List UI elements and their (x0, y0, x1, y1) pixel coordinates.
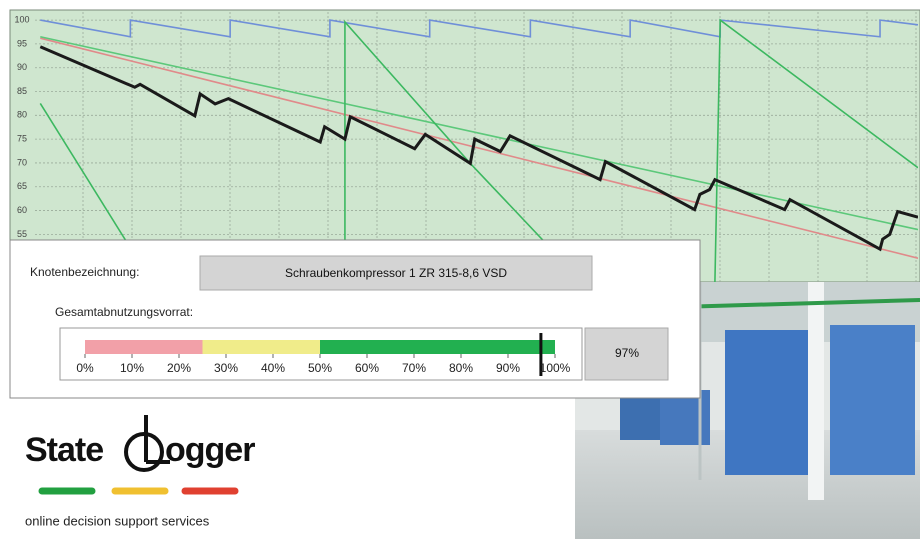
gauge-tick-label: 100% (540, 361, 571, 375)
gauge-tick-label: 50% (308, 361, 332, 375)
y-tick-label: 55 (17, 229, 27, 239)
gauge-tick-label: 10% (120, 361, 144, 375)
gauge-band (85, 340, 203, 354)
logo: State ogger online decision support serv… (10, 400, 575, 539)
y-tick-label: 80 (17, 110, 27, 120)
y-tick-label: 75 (17, 134, 27, 144)
gauge-band (320, 340, 555, 354)
y-tick-label: 65 (17, 181, 27, 191)
gauge-band (203, 340, 321, 354)
gauge-tick-label: 30% (214, 361, 238, 375)
y-tick-label: 85 (17, 86, 27, 96)
y-tick-label: 90 (17, 62, 27, 72)
gauge-tick-label: 0% (76, 361, 94, 375)
node-label: Knotenbezeichnung: (30, 265, 139, 279)
node-value: Schraubenkompressor 1 ZR 315-8,6 VSD (285, 266, 507, 280)
panel: Knotenbezeichnung: Schraubenkompressor 1… (10, 240, 700, 398)
logo-word: State (25, 431, 103, 469)
y-tick-label: 70 (17, 157, 27, 167)
tagline: online decision support services (25, 513, 210, 528)
gauge-tick-label: 90% (496, 361, 520, 375)
y-tick-label: 60 (17, 205, 27, 215)
gauge-tick-label: 70% (402, 361, 426, 375)
gauge-tick-label: 80% (449, 361, 473, 375)
y-tick-label: 100 (14, 14, 29, 24)
gauge-tick-label: 40% (261, 361, 285, 375)
reserve-label: Gesamtabnutzungsvorrat: (55, 305, 193, 319)
y-tick-label: 95 (17, 38, 27, 48)
screen: 55 60 65 70 75 80 85 90 95 100 Knotenbezeichnung:… (0, 0, 920, 539)
gauge-tick-label: 60% (355, 361, 379, 375)
gauge-tick-label: 20% (167, 361, 191, 375)
logo-word: ogger (165, 431, 255, 469)
gauge-value: 97% (615, 346, 639, 360)
